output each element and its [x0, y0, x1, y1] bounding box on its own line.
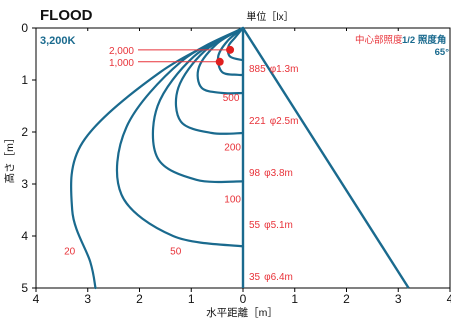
center-lux: 221: [249, 116, 266, 127]
y-tick-label: 0: [21, 21, 28, 35]
x-tick-label: 3: [395, 292, 402, 306]
y-axis-label: 高さ［m］: [3, 133, 16, 184]
y-tick-label: 1: [21, 73, 28, 87]
legend-center-illuminance: 中心部照度: [355, 34, 403, 46]
y-tick-label: 5: [21, 281, 28, 295]
center-value: 55 φ5.1m: [249, 220, 293, 231]
x-axis-label: 水平距離［m］: [206, 306, 278, 319]
x-tick-label: 4: [447, 292, 451, 306]
color-temperature: 3,200K: [40, 35, 76, 47]
y-tick-label: 2: [21, 125, 28, 139]
center-illuminance-values: 885 φ1.3m 221 φ2.5m 98 φ3.8m 55 φ5.1m 35 φ6.4m: [249, 64, 298, 283]
isolux-label: 50: [170, 247, 182, 258]
half-angle-line: [241, 27, 410, 289]
isolux-label: 100: [224, 195, 241, 206]
guide-lines: [241, 27, 410, 289]
x-tick-label: 4: [33, 292, 40, 306]
beam-diameter: φ3.8m: [264, 168, 293, 179]
center-value: 885 φ1.3m: [249, 64, 298, 75]
x-tick-label: 2: [136, 292, 143, 306]
isolux-label: 1,000: [109, 58, 134, 69]
isolux-label: 500: [223, 93, 240, 104]
x-tick-label: 3: [84, 292, 91, 306]
x-tick-label: 1: [188, 292, 195, 306]
isolux-marker: [226, 45, 235, 54]
center-lux: 98: [249, 168, 261, 179]
beam-diameter: φ6.4m: [264, 272, 293, 283]
y-tick-label: 4: [21, 229, 28, 243]
x-tick-label: 0: [240, 292, 247, 306]
center-value: 221 φ2.5m: [249, 116, 298, 127]
isolux-curve: [69, 26, 245, 290]
isolux-curve: [115, 26, 245, 248]
x-tick-label: 2: [343, 292, 350, 306]
y-tick-label: 3: [21, 177, 28, 191]
beam-diameter: φ5.1m: [264, 220, 293, 231]
center-value: 35 φ6.4m: [249, 272, 293, 283]
isolux-marker: [215, 57, 224, 66]
isolux-label: 200: [224, 143, 241, 154]
isolux-label: 2,000: [109, 46, 134, 57]
center-lux: 885: [249, 64, 266, 75]
isolux-label: 20: [64, 247, 76, 258]
unit-label: 単位［lx］: [246, 10, 293, 23]
half-angle-value: 65°: [435, 47, 450, 58]
chart-title: FLOOD: [40, 7, 93, 24]
center-value: 98 φ3.8m: [249, 168, 293, 179]
center-lux: 55: [249, 220, 261, 231]
isolux-curve: [174, 26, 245, 135]
isolux-curve: [151, 26, 245, 184]
isolux-curves: [69, 26, 245, 290]
beam-diameter: φ2.5m: [270, 116, 299, 127]
beam-diameter: φ1.3m: [270, 64, 299, 75]
x-tick-label: 1: [291, 292, 298, 306]
center-lux: 35: [249, 272, 261, 283]
legend-half-angle: 1/2 照度角: [402, 34, 446, 46]
